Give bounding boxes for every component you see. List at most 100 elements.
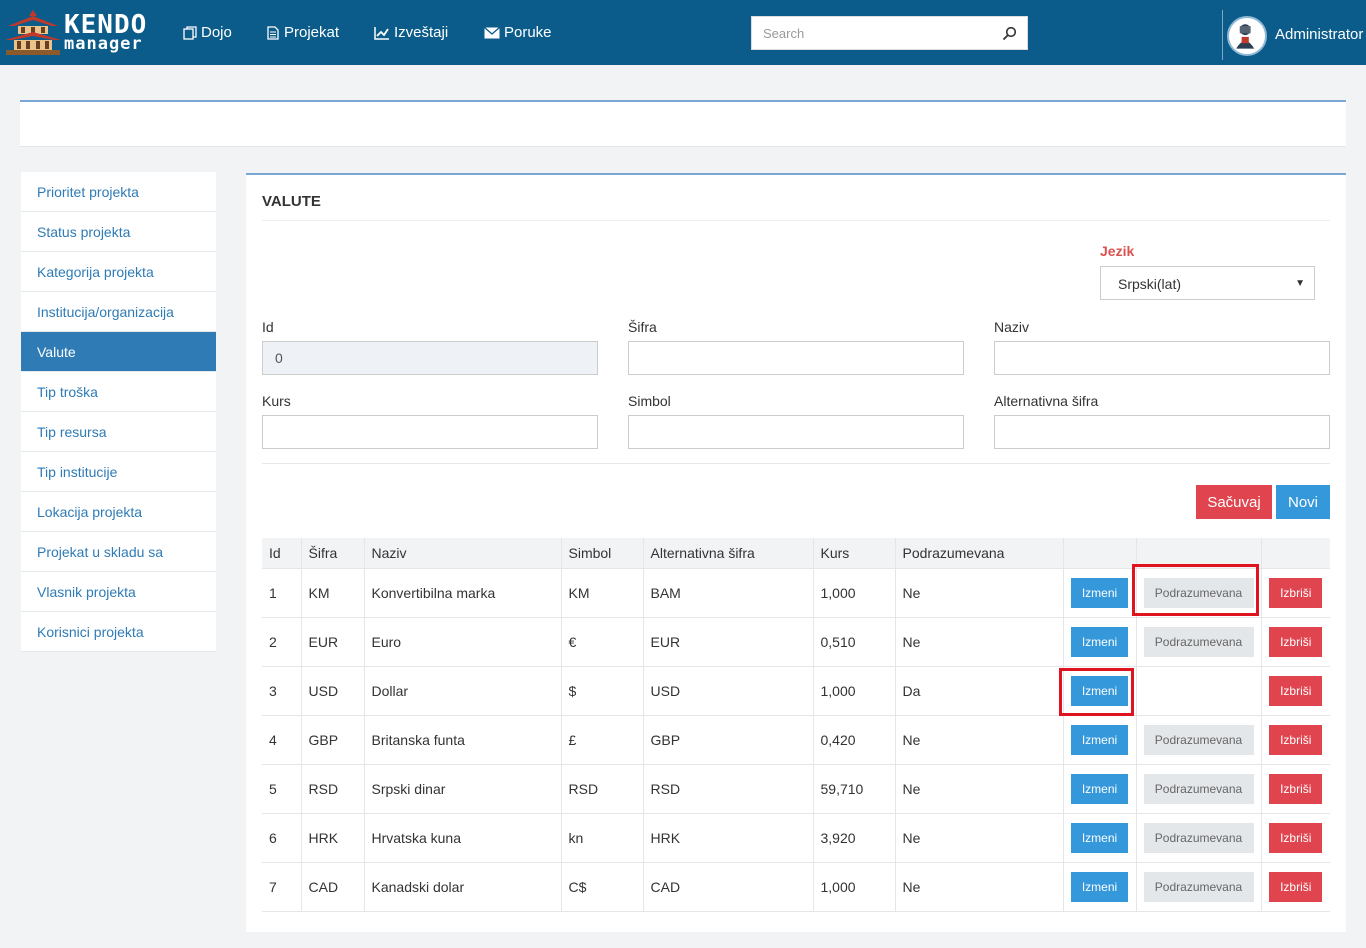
kurs-field[interactable] bbox=[262, 415, 598, 449]
sidebar-item-institucija[interactable]: Institucija/organizacija bbox=[21, 292, 216, 332]
cell-sifra: KM bbox=[301, 567, 365, 617]
nav-projekat[interactable]: Projekat bbox=[266, 24, 339, 41]
nav-poruke[interactable]: Poruke bbox=[484, 24, 552, 41]
language-select-value: Srpski(lat) bbox=[1118, 276, 1182, 292]
col-header-id[interactable]: Id bbox=[262, 538, 302, 568]
cell-edit: Izmeni bbox=[1063, 861, 1137, 912]
cell-alt: EUR bbox=[643, 616, 814, 666]
col-header-delete bbox=[1261, 538, 1330, 568]
cell-delete: Izbriši bbox=[1261, 861, 1330, 912]
save-button[interactable]: Sačuvaj bbox=[1196, 485, 1272, 519]
edit-button[interactable]: Izmeni bbox=[1071, 724, 1128, 755]
sidebar-item-tip-troska[interactable]: Tip troška bbox=[21, 372, 216, 412]
table-row: 3 USD Dollar $ USD 1,000 Da Izmeni Izbriši bbox=[262, 665, 1330, 715]
top-navbar: KENDO manager Dojo Projekat Izveštaji Po… bbox=[0, 0, 1366, 65]
cell-id: 7 bbox=[262, 861, 302, 912]
sidebar-item-tip-resursa[interactable]: Tip resursa bbox=[21, 412, 216, 452]
kendo-manager-logo[interactable]: KENDO manager bbox=[4, 8, 154, 58]
delete-button[interactable]: Izbriši bbox=[1269, 773, 1323, 804]
cell-sifra: RSD bbox=[301, 763, 365, 813]
edit-button[interactable]: Izmeni bbox=[1071, 675, 1128, 706]
edit-button[interactable]: Izmeni bbox=[1071, 626, 1128, 657]
cell-alt: USD bbox=[643, 665, 814, 715]
sidebar-item-prioritet-projekta[interactable]: Prioritet projekta bbox=[21, 172, 216, 212]
delete-button[interactable]: Izbriši bbox=[1269, 822, 1323, 853]
set-default-button[interactable]: Podrazumevana bbox=[1143, 773, 1254, 804]
set-default-button[interactable]: Podrazumevana bbox=[1143, 626, 1254, 657]
cell-naziv: Kanadski dolar bbox=[364, 861, 562, 912]
nav-izvestaji-label: Izveštaji bbox=[394, 24, 449, 41]
col-header-kurs[interactable]: Kurs bbox=[813, 538, 896, 568]
delete-button[interactable]: Izbriši bbox=[1269, 626, 1323, 657]
cell-default: Podrazumevana bbox=[1136, 861, 1262, 912]
cell-edit: Izmeni bbox=[1063, 616, 1137, 666]
col-header-simbol[interactable]: Simbol bbox=[561, 538, 644, 568]
language-select[interactable]: Srpski(lat) ▼ bbox=[1100, 266, 1315, 300]
col-header-sifra[interactable]: Šifra bbox=[301, 538, 365, 568]
delete-button[interactable]: Izbriši bbox=[1269, 724, 1323, 755]
table-row: 4 GBP Britanska funta £ GBP 0,420 Ne Izmeni Podr… bbox=[262, 714, 1330, 764]
cell-kurs: 0,420 bbox=[813, 714, 896, 764]
cell-alt: HRK bbox=[643, 812, 814, 862]
cell-podr: Ne bbox=[895, 567, 1064, 617]
cell-naziv: Britanska funta bbox=[364, 714, 562, 764]
search-icon[interactable] bbox=[1002, 26, 1017, 41]
cell-simbol: KM bbox=[561, 567, 644, 617]
alt-sifra-field[interactable] bbox=[994, 415, 1330, 449]
cell-default bbox=[1136, 665, 1262, 715]
cell-default: Podrazumevana bbox=[1136, 616, 1262, 666]
sidebar-item-vlasnik-projekta[interactable]: Vlasnik projekta bbox=[21, 572, 216, 612]
avatar[interactable] bbox=[1227, 16, 1267, 56]
sidebar-item-tip-institucije[interactable]: Tip institucije bbox=[21, 452, 216, 492]
search-input[interactable] bbox=[752, 17, 1027, 49]
cell-podr: Ne bbox=[895, 812, 1064, 862]
copy-icon bbox=[183, 25, 197, 40]
sidebar-item-kategorija-projekta[interactable]: Kategorija projekta bbox=[21, 252, 216, 292]
col-header-naziv[interactable]: Naziv bbox=[364, 538, 562, 568]
table-header-row: Id Šifra Naziv Simbol Alternativna šifra… bbox=[262, 538, 1330, 568]
sidebar-item-lokacija-projekta[interactable]: Lokacija projekta bbox=[21, 492, 216, 532]
edit-button[interactable]: Izmeni bbox=[1071, 871, 1128, 902]
cell-podr: Ne bbox=[895, 763, 1064, 813]
sidebar-item-status-projekta[interactable]: Status projekta bbox=[21, 212, 216, 252]
new-button[interactable]: Novi bbox=[1276, 485, 1330, 519]
kurs-label: Kurs bbox=[262, 393, 291, 409]
delete-button[interactable]: Izbriši bbox=[1269, 577, 1323, 608]
edit-button[interactable]: Izmeni bbox=[1071, 577, 1128, 608]
sidebar-item-valute[interactable]: Valute bbox=[21, 332, 216, 372]
col-header-edit bbox=[1063, 538, 1137, 568]
cell-id: 5 bbox=[262, 763, 302, 813]
delete-button[interactable]: Izbriši bbox=[1269, 675, 1323, 706]
cell-delete: Izbriši bbox=[1261, 616, 1330, 666]
cell-sifra: HRK bbox=[301, 812, 365, 862]
nav-izvestaji[interactable]: Izveštaji bbox=[374, 24, 448, 41]
sidebar-item-projekat-u-skladu-sa[interactable]: Projekat u skladu sa bbox=[21, 532, 216, 572]
sidebar-item-korisnici-projekta[interactable]: Korisnici projekta bbox=[21, 612, 216, 652]
table-row: 7 CAD Kanadski dolar C$ CAD 1,000 Ne Izmeni Podr… bbox=[262, 861, 1330, 912]
col-header-alt-sifra[interactable]: Alternativna šifra bbox=[643, 538, 814, 568]
set-default-button[interactable]: Podrazumevana bbox=[1143, 577, 1254, 608]
set-default-button[interactable]: Podrazumevana bbox=[1143, 724, 1254, 755]
cell-simbol: kn bbox=[561, 812, 644, 862]
cell-sifra: USD bbox=[301, 665, 365, 715]
simbol-field[interactable] bbox=[628, 415, 964, 449]
set-default-button[interactable]: Podrazumevana bbox=[1143, 822, 1254, 853]
nav-dojo[interactable]: Dojo bbox=[183, 24, 232, 41]
kendo-user-icon bbox=[1236, 24, 1255, 49]
cell-naziv: Konvertibilna marka bbox=[364, 567, 562, 617]
naziv-field[interactable] bbox=[994, 341, 1330, 375]
sifra-field[interactable] bbox=[628, 341, 964, 375]
cell-kurs: 1,000 bbox=[813, 665, 896, 715]
edit-button[interactable]: Izmeni bbox=[1071, 822, 1128, 853]
sifra-label: Šifra bbox=[628, 319, 657, 335]
set-default-button[interactable]: Podrazumevana bbox=[1143, 871, 1254, 902]
cell-delete: Izbriši bbox=[1261, 567, 1330, 617]
cell-kurs: 1,000 bbox=[813, 861, 896, 912]
cell-id: 3 bbox=[262, 665, 302, 715]
delete-button[interactable]: Izbriši bbox=[1269, 871, 1323, 902]
user-name[interactable]: Administrator bbox=[1275, 26, 1364, 43]
form-divider bbox=[262, 463, 1330, 464]
edit-button[interactable]: Izmeni bbox=[1071, 773, 1128, 804]
cell-sifra: GBP bbox=[301, 714, 365, 764]
col-header-podrazumevana[interactable]: Podrazumevana bbox=[895, 538, 1064, 568]
